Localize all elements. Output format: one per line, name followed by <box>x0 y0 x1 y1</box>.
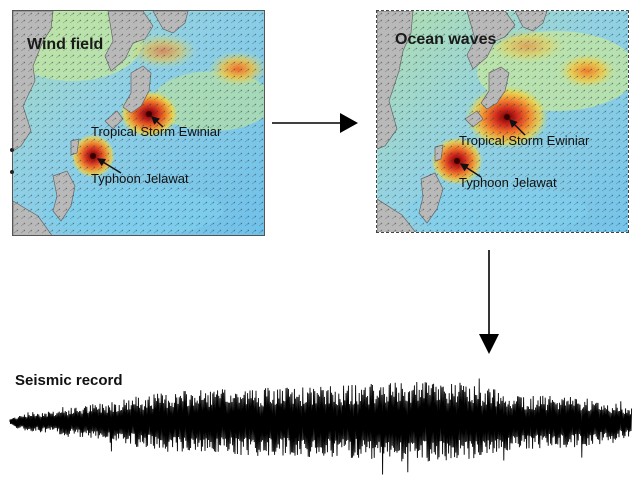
wind-field-title: Wind field <box>27 36 104 53</box>
arrow-right-icon <box>272 113 358 133</box>
ocean-waves-title: Ocean waves <box>395 31 497 48</box>
marker-dot <box>10 170 14 174</box>
ocean-storm-label: Tropical Storm Ewiniar <box>459 133 590 148</box>
wind-storm-label: Tropical Storm Ewiniar <box>91 124 222 139</box>
wind-field-panel: Wind field Tropical Storm Ewiniar Typhoo… <box>12 10 265 236</box>
seismic-record-title: Seismic record <box>15 372 123 389</box>
seismic-waveform <box>9 378 633 475</box>
ocean-waves-map <box>377 11 628 232</box>
marker-dot <box>10 148 14 152</box>
wind-field-map <box>13 11 264 235</box>
waveform-trace <box>9 378 633 475</box>
seismic-record-panel <box>0 360 640 480</box>
arrow-down-icon <box>479 250 499 354</box>
ocean-waves-panel: Ocean waves Tropical Storm Ewiniar Typho… <box>376 10 629 233</box>
ocean-typhoon-label: Typhoon Jelawat <box>459 175 557 190</box>
wind-typhoon-label: Typhoon Jelawat <box>91 171 189 186</box>
